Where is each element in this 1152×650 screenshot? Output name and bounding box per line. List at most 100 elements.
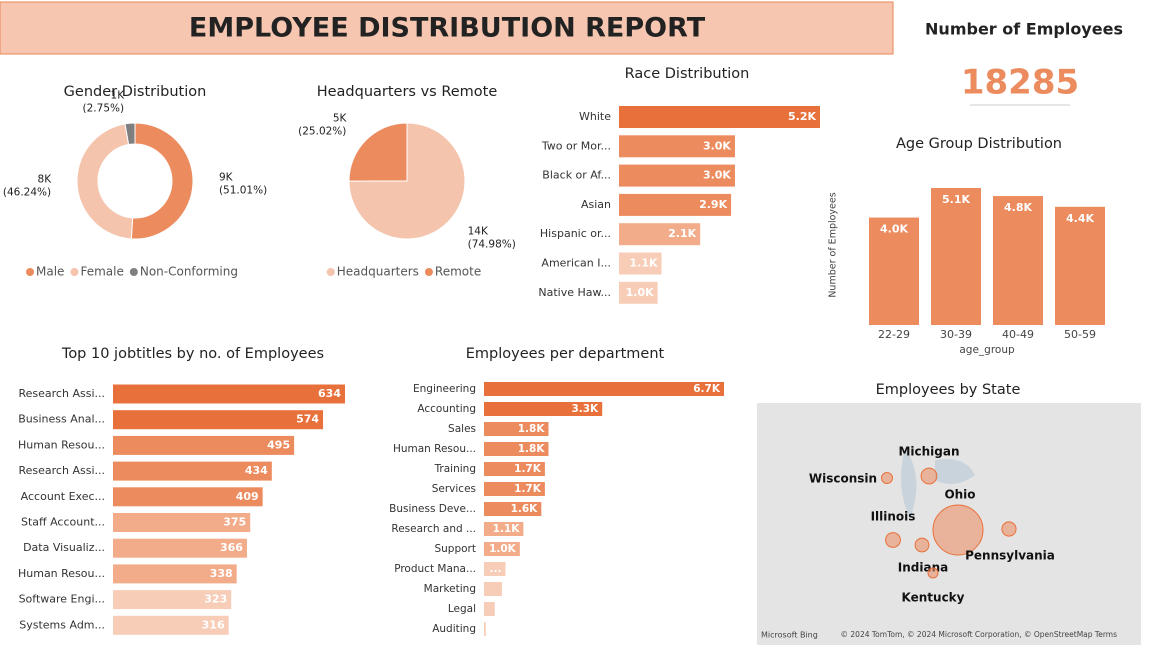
bar: [931, 188, 981, 325]
value-label: 1.8K: [518, 443, 546, 455]
value-label: 375: [223, 516, 246, 529]
category-label: Business Anal...: [18, 413, 105, 426]
category-label: Product Mana...: [394, 563, 476, 575]
map-logo: Microsoft Bing: [761, 631, 818, 640]
legend-swatch: [326, 268, 335, 276]
bar: [484, 382, 724, 396]
value-label: 495: [267, 438, 290, 451]
category-label: Staff Account...: [21, 516, 105, 529]
bar: [484, 622, 486, 636]
value-label: 1.0K: [626, 286, 654, 299]
bar: [113, 435, 295, 455]
bar: [619, 193, 732, 216]
bar: [484, 502, 542, 516]
value-label: 1.7K: [514, 463, 542, 475]
state-label: Indiana: [898, 561, 948, 575]
title-banner: [0, 1, 894, 55]
bar: [113, 513, 251, 532]
kpi-title: Number of Employees: [925, 20, 1123, 39]
value-label: 5.1K: [942, 193, 970, 206]
state-label: Ohio: [944, 488, 975, 502]
value-label: 1.6K: [511, 503, 539, 515]
report-title: EMPLOYEE DISTRIBUTION REPORT: [189, 13, 706, 44]
category-label: Asian: [581, 198, 611, 211]
category-label: Hispanic or...: [540, 227, 611, 240]
bar: [484, 522, 524, 536]
value-label: 574: [296, 413, 319, 426]
category-label: Research Assi...: [19, 387, 106, 400]
category-label: White: [579, 110, 611, 123]
value-label: 338: [210, 567, 233, 580]
value-label: 2.9K: [699, 198, 727, 211]
category-label: Engineering: [413, 383, 476, 395]
slice: [348, 122, 408, 182]
category-label: Two or Mor...: [541, 139, 611, 152]
category-label: Human Resou...: [18, 567, 105, 580]
slice-label: 5K (25.02%): [298, 112, 347, 137]
slice-label: 9K (51.01%): [219, 172, 267, 197]
chart-title: Headquarters vs Remote: [317, 84, 498, 100]
bar: [113, 487, 263, 507]
legend-label: Male: [36, 265, 64, 279]
map-attribution: © 2024 TomTom, © 2024 Microsoft Corporat…: [841, 630, 1118, 639]
slice-label: 8K (46.24%): [3, 173, 52, 198]
bubble: [881, 472, 893, 484]
value-label: 4.4K: [1066, 212, 1094, 225]
slice: [348, 122, 466, 240]
value-label: 1.1K: [630, 257, 658, 270]
value-label: 2.1K: [668, 227, 696, 240]
bubble: [920, 467, 938, 485]
category-label: Native Haw...: [538, 286, 611, 299]
slice: [76, 123, 134, 240]
bar: [484, 462, 545, 476]
bar: [113, 615, 229, 635]
bubble: [914, 537, 930, 553]
bar: [1055, 206, 1105, 325]
value-label: 6.7K: [693, 383, 721, 395]
bar: [113, 590, 232, 610]
chart-title: Top 10 jobtitles by no. of Employees: [61, 346, 324, 362]
state-label: Michigan: [898, 445, 959, 459]
bar: [993, 196, 1043, 325]
lake: [901, 448, 975, 518]
chart-title: Employees per department: [466, 346, 665, 362]
legend-swatch: [424, 268, 433, 276]
category-label: Black or Af...: [542, 169, 611, 182]
category-label: Sales: [448, 423, 476, 435]
legend-label: Headquarters: [337, 265, 419, 279]
bar: [484, 402, 603, 416]
category-label: Training: [434, 463, 476, 475]
value-label: 323: [204, 593, 227, 606]
slice-label: 14K (74.98%): [468, 226, 516, 251]
category-label: Business Deve...: [389, 503, 476, 515]
category-label: Services: [432, 483, 476, 495]
value-label: 4.0K: [880, 223, 908, 236]
value-label: 3.3K: [571, 403, 599, 415]
state-label: Illinois: [871, 510, 916, 524]
value-label: 5.2K: [788, 110, 816, 123]
bar: [484, 442, 549, 456]
value-label: 1.8K: [518, 423, 546, 435]
state-label: Wisconsin: [809, 472, 877, 486]
bar: [113, 461, 272, 481]
category-label: Human Resou...: [18, 438, 105, 451]
category-label: Account Exec...: [21, 490, 105, 503]
value-label: 1.0K: [489, 543, 517, 555]
category-label: Accounting: [417, 403, 476, 415]
legend-swatch: [129, 268, 138, 276]
value-label: 1.7K: [514, 483, 542, 495]
value-label: 434: [245, 464, 268, 477]
legend-swatch: [26, 268, 35, 276]
legend-label: Remote: [435, 265, 481, 279]
bar: [619, 252, 662, 275]
bar: [484, 482, 545, 496]
category-label: Research Assi...: [19, 464, 106, 477]
state-label: Pennsylvania: [965, 549, 1055, 563]
x-axis-title: age_group: [959, 344, 1015, 356]
legend-label: Non-Conforming: [140, 265, 238, 279]
state-label: Kentucky: [902, 591, 965, 605]
category-label: Data Visualiz...: [23, 541, 105, 554]
bar: [484, 562, 506, 576]
bubble: [932, 504, 984, 556]
